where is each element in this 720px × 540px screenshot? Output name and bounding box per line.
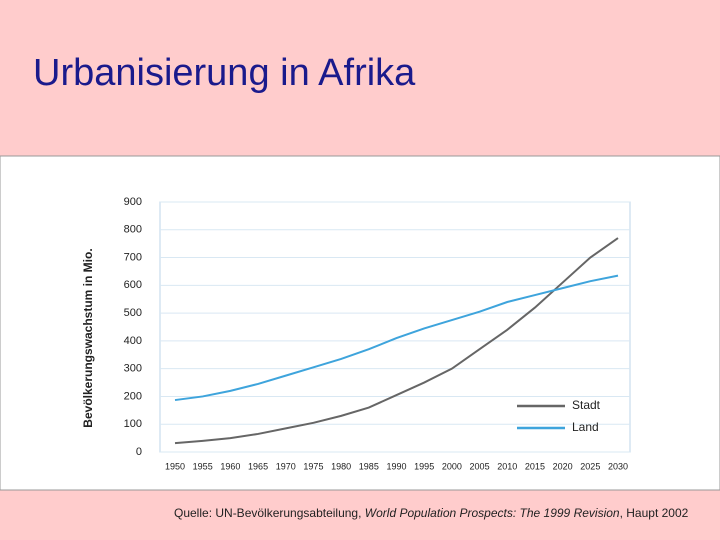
y-axis-label: Bevölkerungswachstum in Mio. — [81, 248, 95, 427]
y-tick-label: 500 — [124, 307, 142, 319]
source-suffix: , Haupt 2002 — [620, 506, 689, 520]
x-tick-label: 2025 — [580, 461, 600, 471]
x-tick-label: 1990 — [386, 461, 406, 471]
y-tick-label: 800 — [124, 224, 142, 236]
y-tick-label: 200 — [124, 390, 142, 402]
x-tick-label: 1995 — [414, 461, 434, 471]
source-title: World Population Prospects: The 1999 Rev… — [365, 506, 620, 520]
series-line — [174, 274, 619, 402]
y-tick-label: 600 — [124, 279, 142, 291]
x-tick-label: 1975 — [303, 461, 323, 471]
x-tick-label: 1960 — [220, 461, 240, 471]
x-tick-label: 2015 — [525, 461, 545, 471]
x-tick-label: 1955 — [193, 461, 213, 471]
legend-label: Land — [572, 420, 599, 434]
y-tick-label: 300 — [124, 363, 142, 375]
x-tick-label: 1965 — [248, 461, 268, 471]
source-prefix: Quelle: UN-Bevölkerungsabteilung, — [174, 506, 361, 520]
x-tick-label: 2005 — [470, 461, 490, 471]
slide-title: Urbanisierung in Afrika — [33, 52, 416, 94]
y-tick-label: 0 — [136, 446, 142, 458]
source-note: Quelle: UN-Bevölkerungsabteilung, World … — [174, 506, 689, 520]
series-line — [174, 237, 619, 445]
x-tick-label: 1950 — [165, 461, 185, 471]
x-tick-label: 2000 — [442, 461, 462, 471]
y-tick-label: 700 — [124, 251, 142, 263]
x-tick-label: 2010 — [497, 461, 517, 471]
x-tick-label: 2030 — [608, 461, 628, 471]
x-tick-label: 2020 — [553, 461, 573, 471]
chart-panel — [0, 155, 720, 491]
x-tick-label: 1985 — [359, 461, 379, 471]
legend-label: Stadt — [572, 398, 601, 412]
y-tick-label: 100 — [124, 418, 142, 430]
y-tick-label: 900 — [124, 196, 142, 208]
x-tick-label: 1970 — [276, 461, 296, 471]
y-tick-label: 400 — [124, 335, 142, 347]
x-tick-label: 1980 — [331, 461, 351, 471]
